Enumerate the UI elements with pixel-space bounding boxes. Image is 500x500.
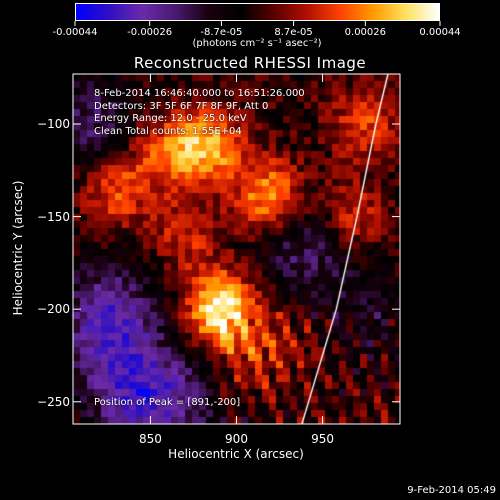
y-axis-label: Heliocentric Y (arcsec) <box>11 180 25 316</box>
observation-info: 8-Feb-2014 16:46:40.000 to 16:51:26.000 … <box>94 88 305 138</box>
y-tick-label: −250 <box>37 394 70 409</box>
colorbar-tick-label: -8.7e-05 <box>200 27 243 38</box>
y-tick-label: −100 <box>37 117 70 131</box>
energy-range-text: Energy Range: 12.0 - 25.0 keV <box>94 113 247 124</box>
plot-title: Reconstructed RHESSI Image <box>133 54 367 72</box>
x-tick-label: 950 <box>311 432 334 446</box>
colorbar <box>75 3 440 21</box>
colorbar-tick-label: -0.00026 <box>127 27 173 38</box>
colorbar-units: (photons cm⁻² s⁻¹ asec⁻²) <box>192 38 322 49</box>
x-tick-label: 900 <box>225 432 248 446</box>
y-tick-label: −150 <box>37 209 70 224</box>
y-tick-label: −200 <box>37 302 70 317</box>
plot-area <box>73 74 400 424</box>
clean-counts-text: Clean Total counts: 1.55E+04 <box>94 125 242 137</box>
footer-date: 9-Feb-2014 05:49 <box>407 485 496 496</box>
detectors-text: Detectors: 3F 5F 6F 7F 8F 9F, Att 0 <box>94 100 269 112</box>
colorbar-tick-label: 0.00026 <box>344 27 387 38</box>
x-axis-label: Heliocentric X (arcsec) <box>168 447 304 461</box>
colorbar-tick-label: -0.00044 <box>52 27 98 38</box>
colorbar-tick-label: 0.00044 <box>419 27 461 38</box>
x-tick-label: 850 <box>138 432 162 446</box>
peak-position-text: Position of Peak = [891,-200] <box>94 397 241 408</box>
colorbar-tick-label: 8.7e-05 <box>274 27 313 38</box>
heatmap-image <box>73 74 400 424</box>
time-range-text: 8-Feb-2014 16:46:40.000 to 16:51:26.000 <box>94 88 305 99</box>
